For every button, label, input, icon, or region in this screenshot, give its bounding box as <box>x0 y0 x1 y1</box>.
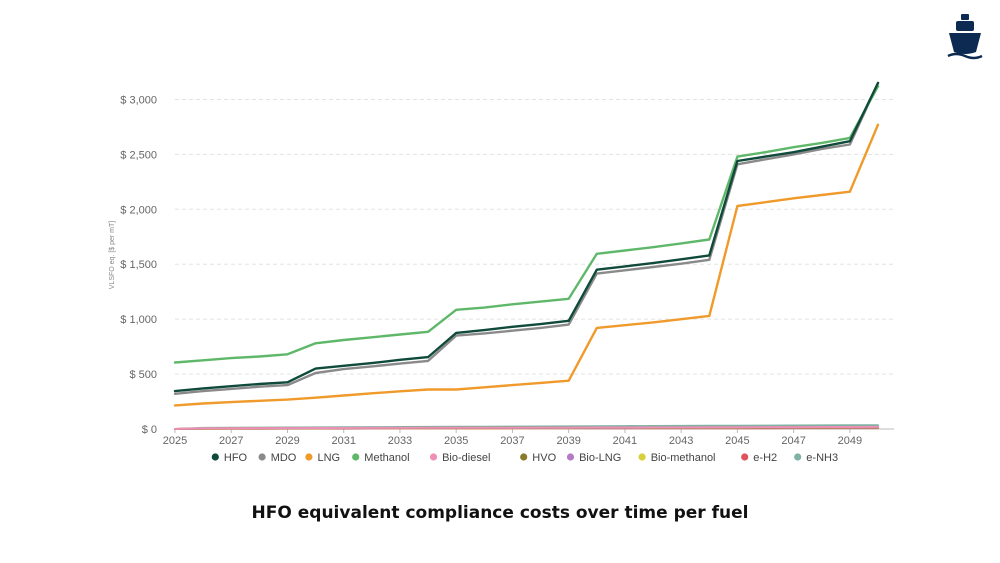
legend-marker <box>794 453 802 461</box>
series-line-hfo <box>173 81 880 393</box>
x-tick-label: 2039 <box>556 435 580 447</box>
legend-marker <box>258 453 266 461</box>
legend-label: Methanol <box>364 452 409 464</box>
y-axis-title: VLSFO eq. [$ per mT] <box>109 221 116 290</box>
legend-label: HFO <box>224 452 248 464</box>
x-tick-label: 2045 <box>725 435 749 447</box>
legend-marker <box>520 453 528 461</box>
x-axis-ticks: 2025 2027 2029 2031 2033 2035 2037 2039 2041 2043… <box>163 429 862 447</box>
legend: HFO MDO LNG Methanol Bio-diesel HVO Bio-LNG Bio… <box>211 452 838 464</box>
series-lines <box>173 81 880 430</box>
legend-marker <box>352 453 360 461</box>
x-tick-label: 2041 <box>613 435 637 447</box>
x-tick-label: 2047 <box>781 435 805 447</box>
legend-marker <box>566 453 575 461</box>
x-tick-label: 2037 <box>500 435 524 447</box>
chart-caption: HFO equivalent compliance costs over tim… <box>251 503 749 523</box>
legend-label: LNG <box>318 452 341 464</box>
y-tick-label: $ 500 <box>129 369 157 381</box>
x-tick-label: 2025 <box>163 435 187 447</box>
legend-label: Bio-LNG <box>579 452 621 464</box>
legend-label: MDO <box>271 452 297 464</box>
legend-label: Bio-methanol <box>651 452 716 464</box>
series-line-lng <box>173 123 880 407</box>
legend-label: e-H2 <box>753 452 777 464</box>
x-tick-label: 2031 <box>331 435 355 447</box>
legend-label: HVO <box>532 452 556 464</box>
x-tick-label: 2029 <box>275 435 299 447</box>
y-tick-label: $ 3,000 <box>120 94 157 106</box>
y-tick-label: $ 1,500 <box>120 259 157 271</box>
legend-marker <box>211 453 219 461</box>
y-tick-label: $ 1,000 <box>120 314 157 326</box>
x-tick-label: 2027 <box>219 435 243 447</box>
legend-marker <box>429 453 438 461</box>
legend-marker <box>638 453 646 461</box>
x-tick-label: 2043 <box>669 435 693 447</box>
y-axis-ticks: $ 0 $ 500 $ 1,000 $ 1,500 $ 2,000 $ 2,500 $ 3,… <box>120 94 157 436</box>
legend-label: Bio-diesel <box>442 452 490 464</box>
series-line-bio-diesel <box>174 425 879 430</box>
series-line-mdo <box>173 81 880 395</box>
legend-label: e-NH3 <box>806 452 838 464</box>
x-tick-label: 2049 <box>838 435 862 447</box>
legend-marker <box>741 453 749 461</box>
y-tick-label: $ 2,000 <box>120 204 157 216</box>
x-tick-label: 2033 <box>388 435 412 447</box>
y-tick-label: $ 2,500 <box>120 149 157 161</box>
ship-icon <box>946 12 984 60</box>
x-tick-label: 2035 <box>444 435 468 447</box>
series-line-methanol <box>173 85 880 364</box>
legend-marker <box>305 453 313 461</box>
y-tick-label: $ 0 <box>142 424 157 436</box>
